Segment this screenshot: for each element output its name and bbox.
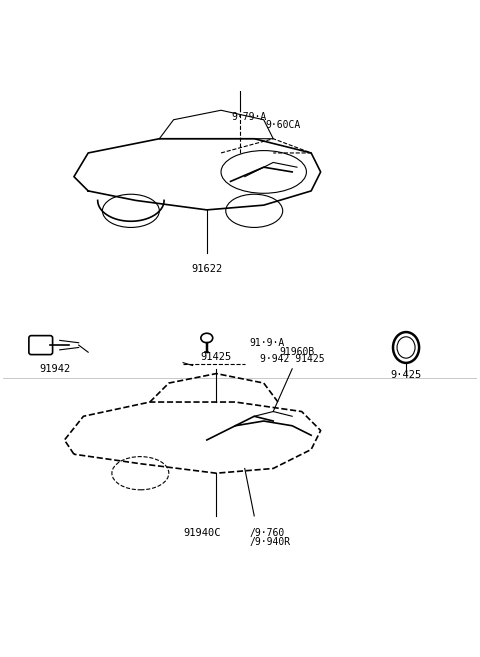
Text: 9·942 91425: 9·942 91425 — [260, 354, 324, 365]
Text: 91622: 91622 — [191, 264, 222, 274]
Text: 91·9·A: 91·9·A — [250, 338, 285, 348]
Text: 91942: 91942 — [39, 364, 71, 374]
Text: 9·60CA: 9·60CA — [265, 120, 300, 131]
Text: 91960B: 91960B — [279, 347, 314, 357]
Text: /9·940R: /9·940R — [250, 537, 290, 547]
Text: 9·425: 9·425 — [390, 370, 422, 380]
Text: 9·79·A: 9·79·A — [232, 112, 267, 122]
Text: 91425: 91425 — [201, 352, 232, 362]
Text: /9·760: /9·760 — [250, 528, 285, 537]
Text: 91940C: 91940C — [183, 528, 221, 537]
